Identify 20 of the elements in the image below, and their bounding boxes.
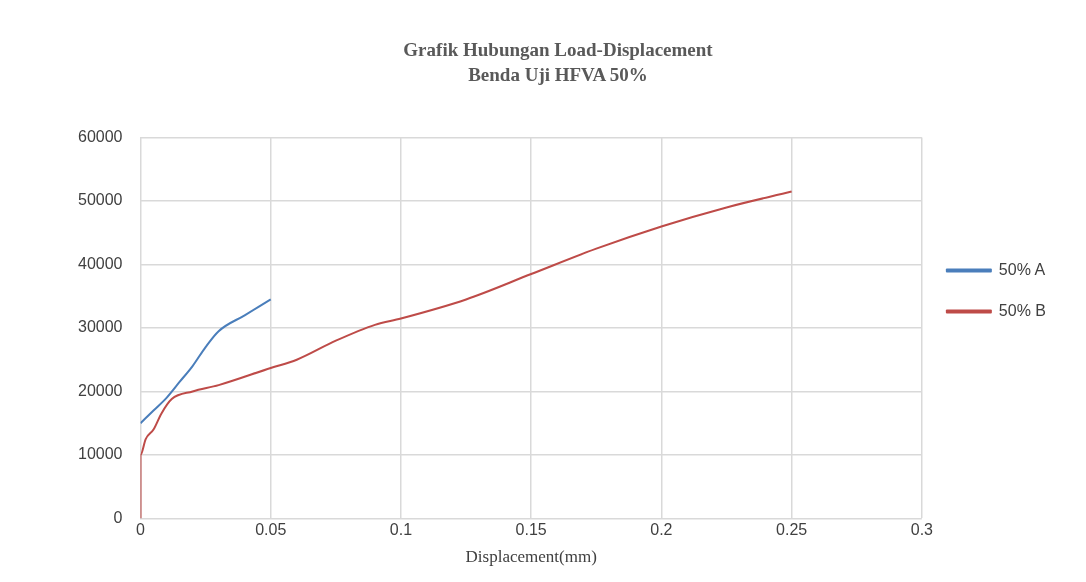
x-tick-label: 0.3 <box>910 521 934 539</box>
y-tick-label: 10000 <box>77 445 123 463</box>
x-tick-label: 0.1 <box>389 521 413 539</box>
y-tick-label: 50000 <box>77 191 123 209</box>
y-tick-label: 30000 <box>77 318 123 336</box>
line-series <box>140 298 272 425</box>
x-tick-label: 0.2 <box>650 521 673 539</box>
x-tick-label: 0.25 <box>776 521 808 539</box>
x-tick-label: 0.15 <box>515 521 547 539</box>
x-axis-title: Displacement(mm) <box>465 547 597 567</box>
y-tick-label: 20000 <box>77 381 123 399</box>
y-tick-label: 60000 <box>77 128 123 146</box>
chart-subtitle: Benda Uji HFVA 50% <box>468 64 648 86</box>
legend-label: 50% A <box>998 260 1046 278</box>
chart-title: Grafik Hubungan Load-Displacement <box>403 39 714 61</box>
x-tick-label: 0.05 <box>255 521 287 539</box>
legend-label: 50% B <box>998 301 1046 319</box>
y-tick-label: 0 <box>113 508 123 526</box>
y-tick-label: 40000 <box>77 254 123 272</box>
x-tick-label: 0 <box>136 521 146 539</box>
